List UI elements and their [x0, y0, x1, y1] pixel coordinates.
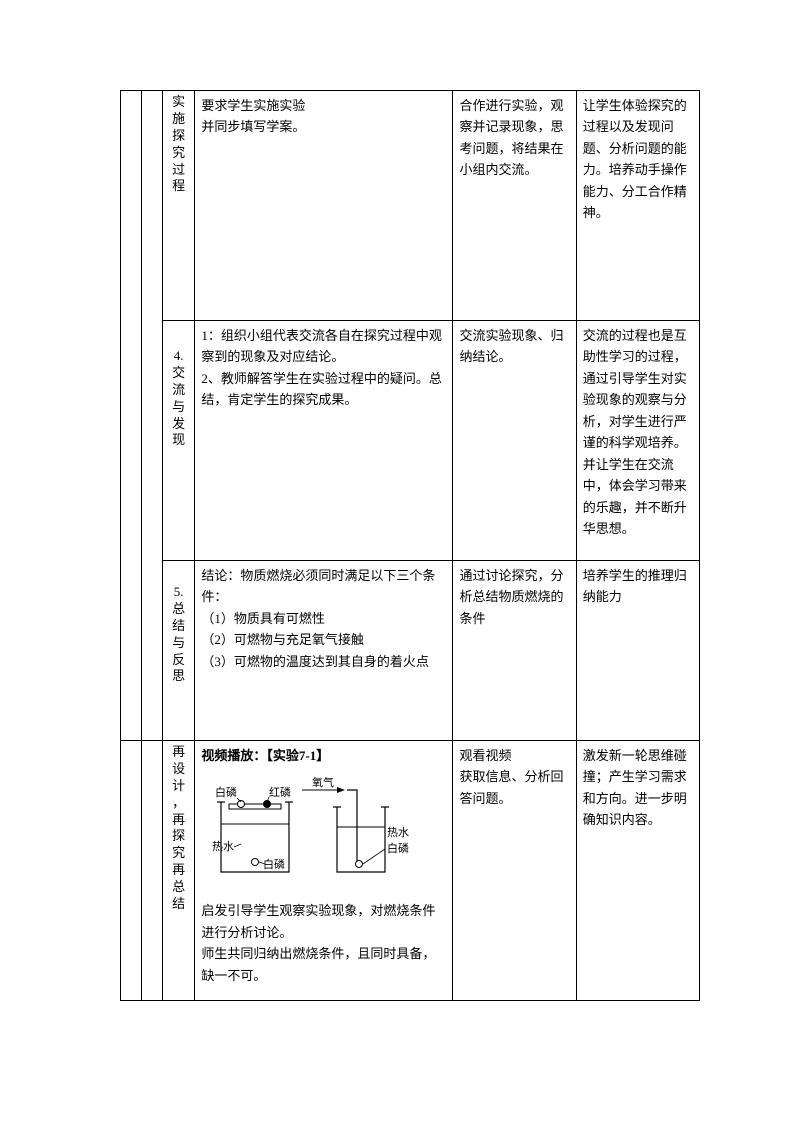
phase-cell: 5. 总结与反思 [162, 561, 195, 741]
content-text: 结论：物质燃烧必须同时满足以下三个条件：（1）物质具有可燃性（2）可燃物与充足氧… [201, 565, 446, 672]
group-col-1 [121, 91, 142, 741]
label-oxygen: 氧气 [312, 775, 334, 789]
label-white-p-left: 白磷 [215, 785, 237, 799]
purpose-text: 让学生体验探究的过程以及发现问题、分析问题的能力。培养动手操作能力、分工合作精神… [583, 95, 693, 224]
oxygen-tube: 氧气 [302, 775, 357, 867]
right-beaker-icon: 热水 白磷 [333, 807, 409, 872]
purpose-cell: 交流的过程也是互助性学习的过程，通过引导学生对实验现象的观察与分析，对学生进行严… [576, 321, 699, 561]
table-row: 实施探究过程 要求学生实施实验并同步填写学案。 合作进行实验，观察并记录现象，思… [121, 91, 700, 321]
content-text: 1：组织小组代表交流各自在探究过程中观察到的现象及对应结论。2、教师解答学生在实… [201, 325, 446, 411]
video-title-prefix: 视频播放： [201, 748, 266, 763]
content-text-after: 启发引导学生观察实验现象，对燃烧条件进行分析讨论。师生共同归纳出燃烧条件，且同时… [201, 900, 446, 986]
group-col-2 [141, 741, 162, 1001]
content-cell: 结论：物质燃烧必须同时满足以下三个条件：（1）物质具有可燃性（2）可燃物与充足氧… [195, 561, 453, 741]
label-hot-water-right: 热水 [387, 826, 409, 839]
activity-cell: 交流实验现象、归纳结论。 [453, 321, 576, 561]
experiment-diagram: 白磷 红磷 热水 白磷 氧气 [207, 772, 446, 892]
left-beaker-icon: 白磷 红磷 热水 白磷 [212, 785, 293, 872]
activity-cell: 通过讨论探究，分析总结物质燃烧的条件 [453, 561, 576, 741]
group-col-1 [121, 741, 142, 1001]
label-red-p: 红磷 [269, 786, 291, 799]
purpose-text: 交流的过程也是互助性学习的过程，通过引导学生对实验现象的观察与分析，对学生进行严… [583, 325, 693, 539]
group-col-2 [141, 91, 162, 741]
activity-text: 观看视频获取信息、分析回答问题。 [459, 745, 569, 809]
table-row: 5. 总结与反思 结论：物质燃烧必须同时满足以下三个条件：（1）物质具有可燃性（… [121, 561, 700, 741]
table-row: 再设计，再探究再总结 视频播放：【实验7-1】 [121, 741, 700, 1001]
purpose-cell: 培养学生的推理归纳能力 [576, 561, 699, 741]
purpose-cell: 激发新一轮思维碰撞；产生学习需求和方向。进一步明确知识内容。 [576, 741, 699, 1001]
activity-text: 合作进行实验，观察并记录现象，思考问题，将结果在小组内交流。 [459, 95, 569, 181]
purpose-text: 培养学生的推理归纳能力 [583, 565, 693, 608]
label-white-p-bottom: 白磷 [263, 857, 285, 871]
activity-text: 通过讨论探究，分析总结物质燃烧的条件 [459, 565, 569, 629]
phase-cell: 4. 交流与发现 [162, 321, 195, 561]
phase-num: 5. [165, 584, 193, 601]
activity-cell: 合作进行实验，观察并记录现象，思考问题，将结果在小组内交流。 [453, 91, 576, 321]
content-cell: 要求学生实施实验并同步填写学案。 [195, 91, 453, 321]
phase-cell: 实施探究过程 [162, 91, 195, 321]
video-title-bracket: 【实验7-1】 [266, 748, 329, 763]
label-white-p-right: 白磷 [387, 841, 409, 855]
content-text: 要求学生实施实验并同步填写学案。 [201, 95, 446, 138]
purpose-text: 激发新一轮思维碰撞；产生学习需求和方向。进一步明确知识内容。 [583, 745, 693, 831]
lesson-plan-table: 实施探究过程 要求学生实施实验并同步填写学案。 合作进行实验，观察并记录现象，思… [120, 90, 700, 1001]
label-hot-water-left: 热水 [212, 840, 234, 853]
content-cell: 视频播放：【实验7-1】 [195, 741, 453, 1001]
table-row: 4. 交流与发现 1：组织小组代表交流各自在探究过程中观察到的现象及对应结论。2… [121, 321, 700, 561]
phase-num: 4. [165, 348, 193, 365]
activity-cell: 观看视频获取信息、分析回答问题。 [453, 741, 576, 1001]
phase-cell: 再设计，再探究再总结 [162, 741, 195, 1001]
purpose-cell: 让学生体验探究的过程以及发现问题、分析问题的能力。培养动手操作能力、分工合作精神… [576, 91, 699, 321]
content-cell: 1：组织小组代表交流各自在探究过程中观察到的现象及对应结论。2、教师解答学生在实… [195, 321, 453, 561]
activity-text: 交流实验现象、归纳结论。 [459, 325, 569, 368]
